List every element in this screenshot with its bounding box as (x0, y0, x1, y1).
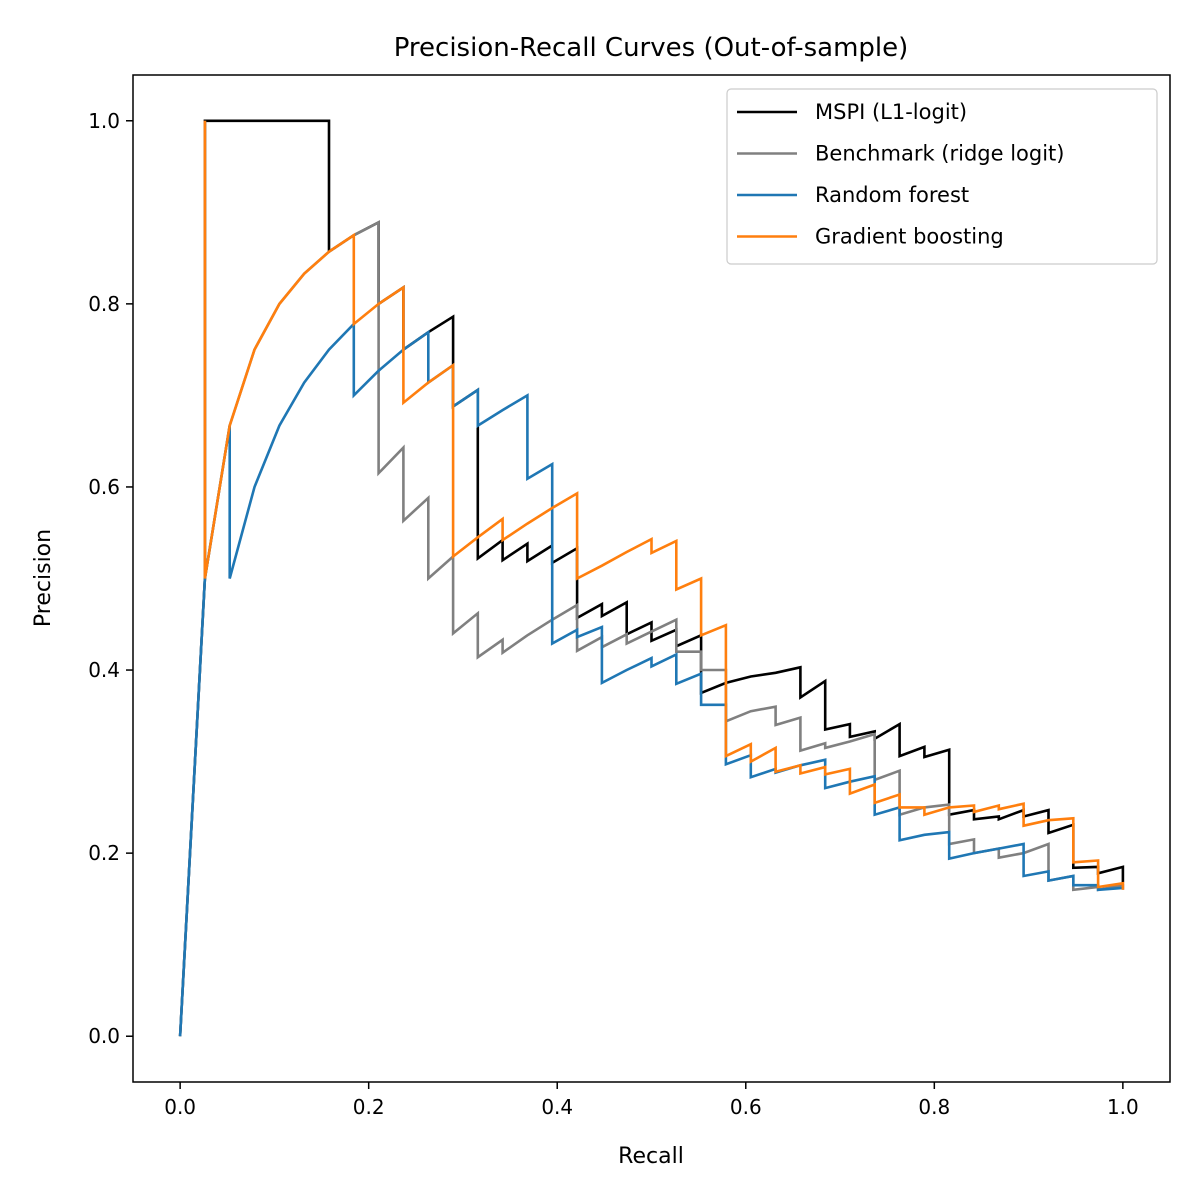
y-axis-ticks: 0.0 0.2 0.4 0.6 0.8 1.0 (88, 109, 133, 1048)
legend-label-3: Random forest (815, 183, 969, 207)
legend-label-1: MSPI (L1-logit) (815, 100, 967, 124)
y-tick-label: 1.0 (88, 109, 120, 133)
x-tick-label: 0.6 (730, 1095, 762, 1119)
legend: MSPI (L1-logit) Benchmark (ridge logit) Ra… (726, 88, 1158, 265)
series-line-4 (203, 120, 1125, 890)
legend-label-2: Benchmark (ridge logit) (815, 142, 1064, 166)
x-tick-label: 0.8 (918, 1095, 950, 1119)
y-tick-label: 0.0 (88, 1024, 120, 1048)
y-tick-label: 0.4 (88, 658, 120, 682)
x-tick-label: 0.2 (353, 1095, 385, 1119)
y-tick-label: 0.2 (88, 841, 120, 865)
series-layer (178, 119, 1125, 1037)
x-tick-label: 0.0 (164, 1095, 196, 1119)
y-axis-label: Precision (31, 529, 56, 627)
x-tick-label: 0.4 (541, 1095, 573, 1119)
series-line-3 (178, 320, 1123, 1037)
y-tick-label: 0.8 (88, 292, 120, 316)
x-axis-label: Recall (618, 1144, 684, 1169)
chart-title: Precision-Recall Curves (Out-of-sample) (394, 33, 909, 63)
legend-box (726, 88, 1158, 265)
legend-label-4: Gradient boosting (815, 225, 1004, 249)
x-axis-ticks: 0.0 0.2 0.4 0.6 0.8 1.0 (164, 1082, 1139, 1119)
x-tick-label: 1.0 (1107, 1095, 1139, 1119)
y-tick-label: 0.6 (88, 475, 120, 499)
plot-area-frame (132, 74, 1171, 1083)
